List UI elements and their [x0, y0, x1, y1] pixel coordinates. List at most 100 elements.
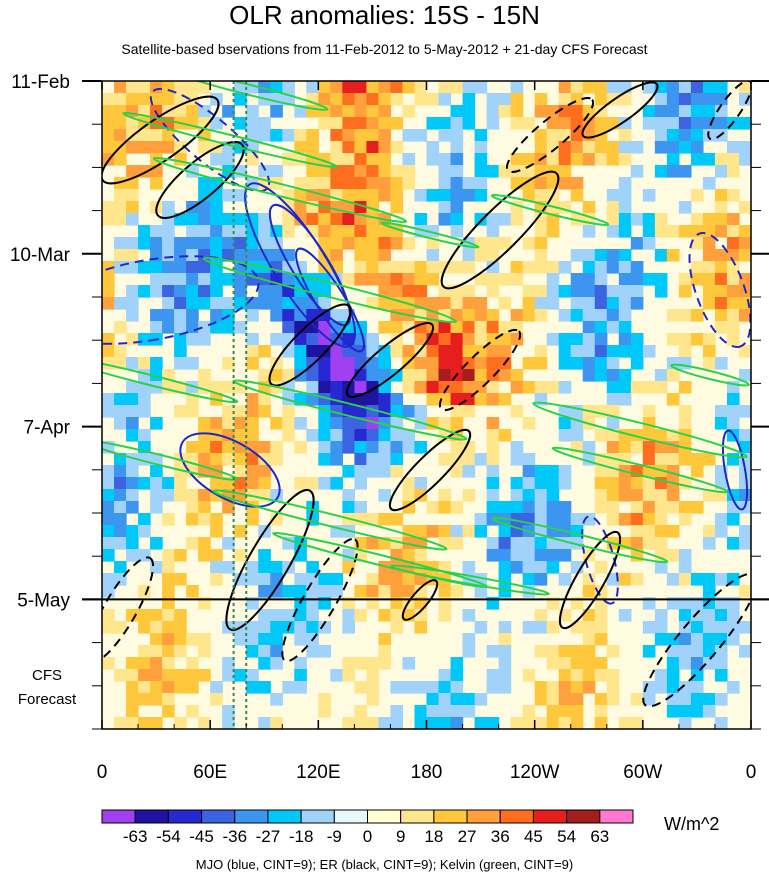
anomaly-cell	[642, 381, 656, 394]
anomaly-cell	[246, 633, 259, 646]
anomaly-cell	[174, 609, 187, 622]
anomaly-cell	[678, 165, 692, 178]
anomaly-cell	[138, 81, 151, 94]
anomaly-cell	[378, 189, 392, 202]
anomaly-cell	[558, 681, 572, 694]
anomaly-cell	[126, 333, 139, 346]
anomaly-cell	[390, 321, 404, 334]
anomaly-cell	[438, 501, 452, 514]
colorbar-swatch	[566, 809, 601, 824]
anomaly-cell	[234, 417, 247, 430]
anomaly-cell	[714, 645, 728, 658]
anomaly-cell	[474, 129, 488, 142]
anomaly-cell	[354, 477, 368, 490]
anomaly-cell	[342, 117, 355, 130]
anomaly-cell	[126, 141, 139, 154]
anomaly-cell	[702, 453, 716, 466]
anomaly-cell	[522, 261, 536, 274]
anomaly-cell	[246, 237, 259, 250]
anomaly-cell	[582, 585, 596, 598]
x-tick-label: 0	[97, 762, 108, 783]
anomaly-cell	[342, 237, 355, 250]
anomaly-cell	[114, 177, 127, 190]
anomaly-cell	[594, 333, 608, 346]
anomaly-cell	[306, 345, 319, 358]
anomaly-cell	[606, 681, 620, 694]
anomaly-cell	[702, 153, 716, 166]
anomaly-cell	[654, 249, 668, 262]
anomaly-cell	[402, 129, 416, 142]
anomaly-cell	[138, 513, 151, 526]
anomaly-cell	[702, 105, 716, 118]
anomaly-cell	[150, 177, 163, 190]
anomaly-cell	[438, 453, 452, 466]
er-contour	[558, 530, 622, 630]
anomaly-cell	[678, 117, 692, 130]
anomaly-cell	[270, 369, 283, 382]
anomaly-cell	[522, 381, 536, 394]
anomaly-cell	[366, 225, 380, 238]
kelvin-contour	[122, 111, 338, 169]
anomaly-cell	[450, 681, 464, 694]
anomaly-cell	[378, 129, 392, 142]
anomaly-cell	[486, 285, 500, 298]
anomaly-cell	[402, 237, 416, 250]
anomaly-cell	[738, 429, 751, 442]
anomaly-cell	[414, 549, 428, 562]
anomaly-cell	[114, 405, 127, 418]
anomaly-cell	[438, 525, 452, 538]
anomaly-cell	[414, 213, 428, 226]
anomaly-cell	[714, 321, 728, 334]
anomaly-cell	[594, 477, 608, 490]
anomaly-cell	[498, 657, 512, 670]
anomaly-cell	[270, 93, 283, 106]
anomaly-cell	[402, 285, 416, 298]
anomaly-cell	[162, 585, 175, 598]
anomaly-cell	[306, 477, 319, 490]
anomaly-cell	[222, 561, 235, 574]
anomaly-cell	[222, 225, 235, 238]
anomaly-cell	[726, 237, 740, 250]
anomaly-cell	[738, 585, 751, 598]
anomaly-cell	[534, 177, 548, 190]
anomaly-cell	[678, 405, 692, 418]
anomaly-cell	[342, 441, 355, 454]
anomaly-cell	[462, 297, 476, 310]
anomaly-cell	[426, 501, 440, 514]
anomaly-cell	[246, 465, 259, 478]
anomaly-cell	[270, 561, 283, 574]
anomaly-cell	[330, 129, 343, 142]
anomaly-cell	[366, 573, 380, 586]
anomaly-cell	[462, 525, 476, 538]
anomaly-cell	[174, 237, 187, 250]
anomaly-cell	[498, 537, 512, 550]
anomaly-cell	[270, 717, 283, 729]
anomaly-cell	[414, 381, 428, 394]
anomaly-cell	[558, 513, 572, 526]
anomaly-cell	[102, 273, 115, 286]
anomaly-cell	[402, 477, 416, 490]
anomaly-cell	[138, 609, 151, 622]
anomaly-cell	[222, 297, 235, 310]
anomaly-cell	[150, 81, 163, 94]
anomaly-cell	[630, 273, 644, 286]
anomaly-cell	[558, 549, 572, 562]
anomaly-cell	[330, 477, 343, 490]
anomaly-cell	[150, 237, 163, 250]
anomaly-cell	[558, 357, 572, 370]
anomaly-cell	[162, 477, 175, 490]
anomaly-cell	[462, 381, 476, 394]
anomaly-cell	[522, 669, 536, 682]
anomaly-cell	[438, 585, 452, 598]
anomaly-cell	[450, 213, 464, 226]
anomaly-cell	[498, 333, 512, 346]
anomaly-cell	[402, 165, 416, 178]
anomaly-cell	[222, 429, 235, 442]
kelvin-contour	[551, 446, 729, 494]
anomaly-cell	[510, 93, 524, 106]
anomaly-cell	[570, 177, 584, 190]
anomaly-cell	[318, 213, 331, 226]
anomaly-cell	[510, 549, 524, 562]
anomaly-cell	[234, 285, 247, 298]
anomaly-cell	[198, 105, 211, 118]
